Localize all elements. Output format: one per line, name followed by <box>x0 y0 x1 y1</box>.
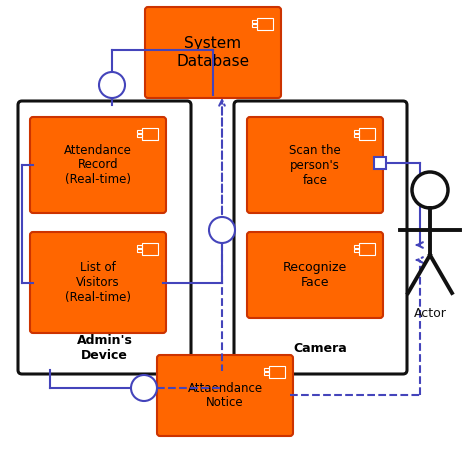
Text: Recognize
Face: Recognize Face <box>283 261 347 289</box>
Circle shape <box>99 72 125 98</box>
Bar <box>252 20 257 23</box>
Bar <box>264 372 269 375</box>
Bar <box>137 245 142 248</box>
Text: List of
Visitors
(Real-time): List of Visitors (Real-time) <box>65 261 131 304</box>
FancyBboxPatch shape <box>157 355 293 436</box>
Text: Attaendance
Notice: Attaendance Notice <box>187 382 263 409</box>
Bar <box>137 249 142 252</box>
Text: Admin's
Device: Admin's Device <box>77 334 132 362</box>
Bar <box>354 245 359 248</box>
Bar <box>142 243 158 255</box>
FancyBboxPatch shape <box>247 232 383 318</box>
FancyBboxPatch shape <box>145 7 281 98</box>
Text: Camera: Camera <box>293 342 347 355</box>
Bar <box>137 134 142 137</box>
Text: Actor: Actor <box>413 307 447 320</box>
Bar <box>354 134 359 137</box>
FancyBboxPatch shape <box>30 232 166 333</box>
Bar <box>257 18 273 30</box>
Bar <box>359 128 375 140</box>
Bar <box>354 130 359 133</box>
Circle shape <box>131 375 157 401</box>
Text: Attendance
Record
(Real-time): Attendance Record (Real-time) <box>64 144 132 186</box>
Bar <box>142 128 158 140</box>
Bar <box>252 24 257 27</box>
Bar <box>264 368 269 371</box>
FancyBboxPatch shape <box>30 117 166 213</box>
Circle shape <box>412 172 448 208</box>
FancyBboxPatch shape <box>234 101 407 374</box>
FancyBboxPatch shape <box>247 117 383 213</box>
FancyBboxPatch shape <box>18 101 191 374</box>
Bar <box>269 366 285 378</box>
Bar <box>359 243 375 255</box>
Bar <box>137 130 142 133</box>
Bar <box>354 249 359 252</box>
Bar <box>374 157 386 169</box>
Text: System
Database: System Database <box>176 36 250 69</box>
Circle shape <box>209 217 235 243</box>
Text: Scan the
person's
face: Scan the person's face <box>289 144 341 186</box>
